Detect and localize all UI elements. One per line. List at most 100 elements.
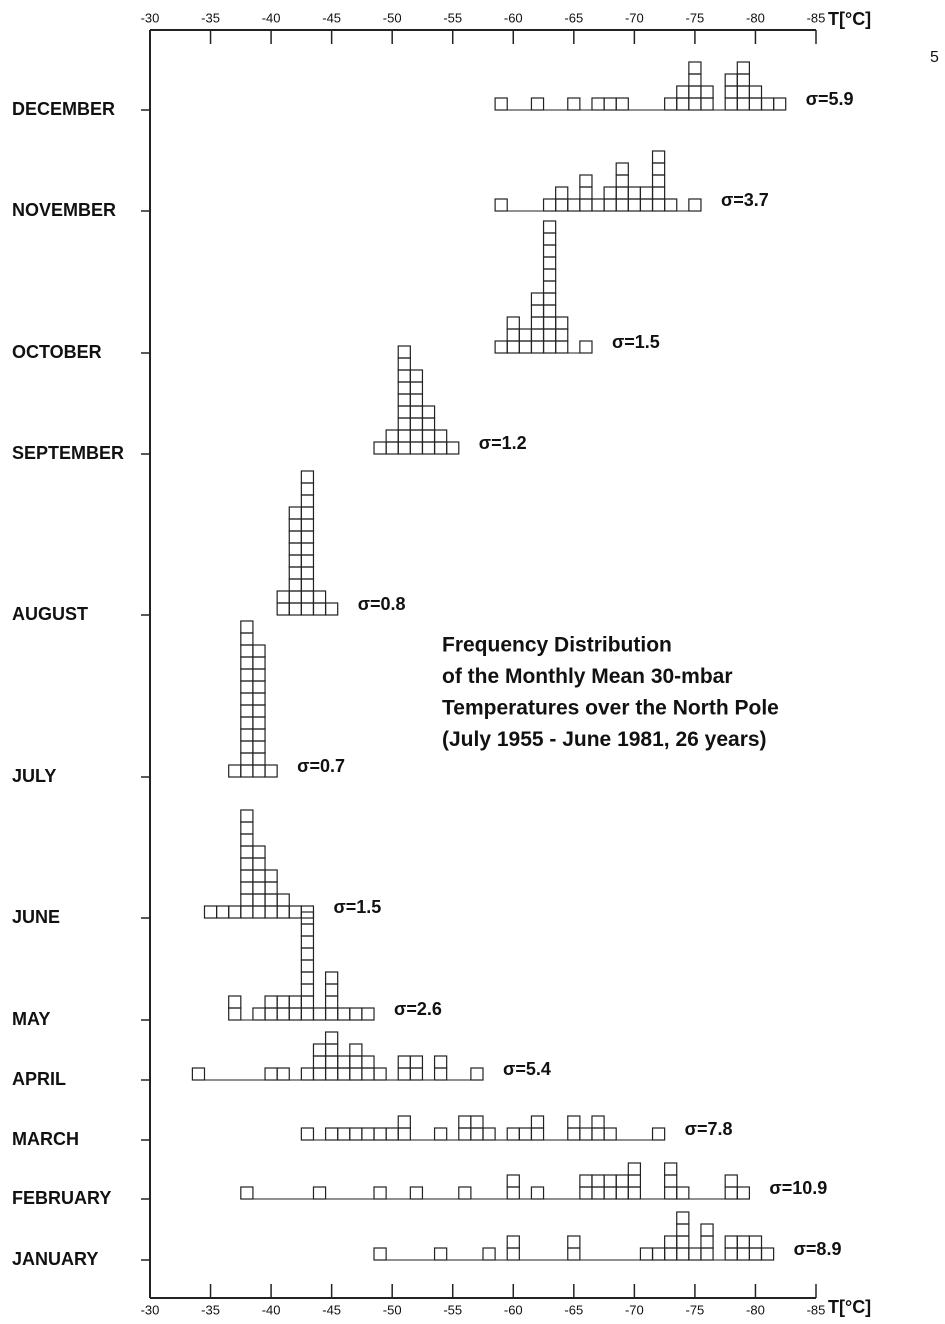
frequency-square [506, 340, 520, 354]
frequency-square [312, 590, 327, 604]
frequency-column [361, 1127, 375, 1141]
frequency-square [361, 1127, 375, 1141]
frequency-square [300, 947, 315, 961]
frequency-square [264, 995, 278, 1009]
frequency-square [397, 369, 411, 383]
frequency-square [276, 602, 290, 616]
frequency-column [373, 1127, 387, 1141]
frequency-column [373, 441, 387, 455]
frequency-square [724, 1235, 738, 1249]
frequency-square [506, 1174, 520, 1188]
frequency-square [228, 995, 242, 1009]
frequency-square [615, 97, 629, 111]
frequency-square [688, 198, 702, 212]
frequency-column [542, 198, 557, 212]
frequency-column [591, 1115, 605, 1141]
frequency-column [324, 1031, 339, 1081]
frequency-square [664, 198, 678, 212]
frequency-square [203, 905, 218, 919]
x-axis-label-top: T[°C] [828, 9, 871, 29]
frequency-square [349, 1127, 363, 1141]
frequency-square [300, 518, 315, 532]
frequency-square [433, 1067, 448, 1081]
frequency-column [700, 1223, 714, 1261]
frequency-column [385, 429, 399, 455]
frequency-square [664, 1235, 678, 1249]
frequency-column [518, 328, 533, 354]
frequency-square [252, 845, 266, 859]
frequency-square [591, 1186, 605, 1200]
x-tick-label-bottom: -50 [383, 1302, 402, 1317]
frequency-square [397, 393, 411, 407]
chart-title: Temperatures over the North Pole [442, 697, 779, 720]
frequency-square [530, 328, 545, 342]
frequency-square [458, 1127, 472, 1141]
frequency-square [530, 304, 545, 318]
frequency-column [264, 869, 278, 919]
frequency-column [676, 85, 690, 111]
frequency-square [300, 911, 315, 925]
x-tick-label-top: -35 [201, 10, 220, 25]
frequency-column [724, 1235, 738, 1261]
month-label: JANUARY [12, 1249, 98, 1269]
frequency-square [264, 1007, 278, 1021]
frequency-square [252, 893, 266, 907]
frequency-column [664, 198, 678, 212]
frequency-column [191, 1067, 206, 1081]
frequency-square [397, 405, 411, 419]
frequency-square [676, 1186, 690, 1200]
frequency-square [506, 328, 520, 342]
x-tick-label-bottom: -40 [262, 1302, 281, 1317]
frequency-square [300, 554, 315, 568]
frequency-column [688, 198, 702, 212]
frequency-column [288, 995, 302, 1021]
frequency-square [615, 186, 629, 200]
frequency-square [748, 1247, 763, 1261]
frequency-square [724, 97, 738, 111]
frequency-column [373, 1247, 387, 1261]
frequency-square [736, 1247, 750, 1261]
frequency-square [337, 1007, 351, 1021]
frequency-square [240, 752, 254, 766]
x-tick-label-bottom: -60 [504, 1302, 523, 1317]
frequency-square [240, 668, 254, 682]
frequency-square [361, 1007, 375, 1021]
sigma-label: σ=5.4 [503, 1059, 551, 1079]
frequency-square [676, 97, 690, 111]
frequency-square [591, 1174, 605, 1188]
frequency-column [228, 995, 242, 1021]
frequency-square [748, 85, 763, 99]
frequency-square [603, 186, 617, 200]
frequency-square [288, 602, 302, 616]
frequency-square [191, 1067, 206, 1081]
frequency-column [651, 1247, 666, 1261]
frequency-square [591, 1115, 605, 1129]
frequency-column [252, 644, 266, 778]
sigma-label: σ=3.7 [721, 190, 769, 210]
frequency-square [458, 1115, 472, 1129]
frequency-square [603, 97, 617, 111]
frequency-square [324, 1043, 339, 1057]
frequency-square [627, 1174, 642, 1188]
frequency-column [676, 1186, 690, 1200]
frequency-square [676, 1235, 690, 1249]
frequency-square [615, 198, 629, 212]
frequency-column [615, 1174, 629, 1200]
frequency-square [676, 1211, 690, 1225]
frequency-square [748, 97, 763, 111]
frequency-square [542, 256, 557, 270]
x-tick-label-top: -80 [746, 10, 765, 25]
frequency-square [651, 198, 666, 212]
frequency-column [397, 1055, 411, 1081]
frequency-column [240, 620, 254, 778]
frequency-column [349, 1007, 363, 1021]
frequency-column [603, 186, 617, 212]
frequency-square [324, 1007, 339, 1021]
frequency-square [288, 590, 302, 604]
frequency-square [639, 1247, 654, 1261]
frequency-column [228, 905, 242, 919]
frequency-square [252, 716, 266, 730]
frequency-column [530, 1186, 545, 1200]
frequency-square [300, 923, 315, 937]
frequency-square [240, 809, 254, 823]
